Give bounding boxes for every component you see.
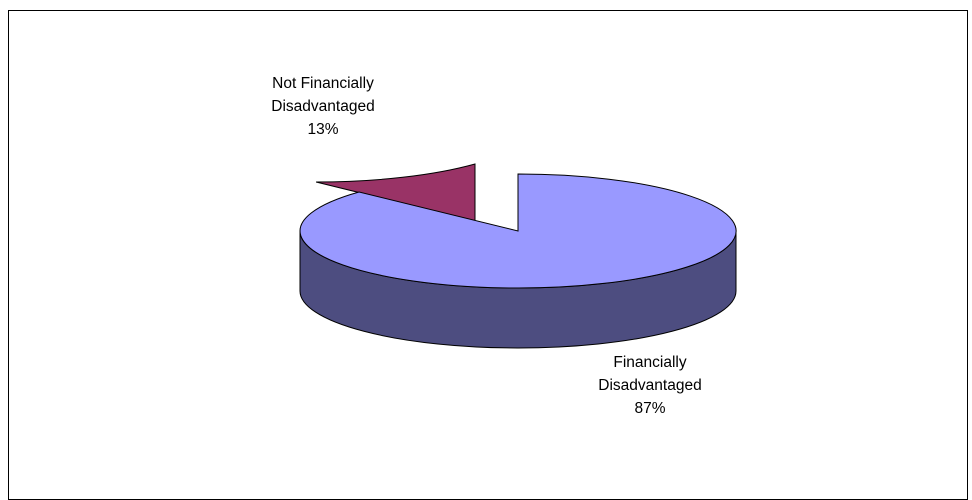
label-financially-disadvantaged: Financially Disadvantaged 87% <box>598 351 701 420</box>
slice-financially-disadvantaged-top <box>299 173 737 289</box>
label-not-financially-disadvantaged-line2: Disadvantaged <box>271 98 375 115</box>
label-not-financially-disadvantaged-line1: Not Financially <box>272 75 374 92</box>
slice-not-financially-disadvantaged-top <box>315 163 476 222</box>
label-not-financially-disadvantaged-percent: 13% <box>307 121 339 138</box>
label-not-financially-disadvantaged: Not Financially Disadvantaged 13% <box>271 72 374 141</box>
label-financially-disadvantaged-line1: Financially <box>613 354 687 371</box>
pie-chart <box>299 163 737 349</box>
label-financially-disadvantaged-percent: 87% <box>634 400 666 417</box>
label-financially-disadvantaged-line2: Disadvantaged <box>598 377 702 394</box>
